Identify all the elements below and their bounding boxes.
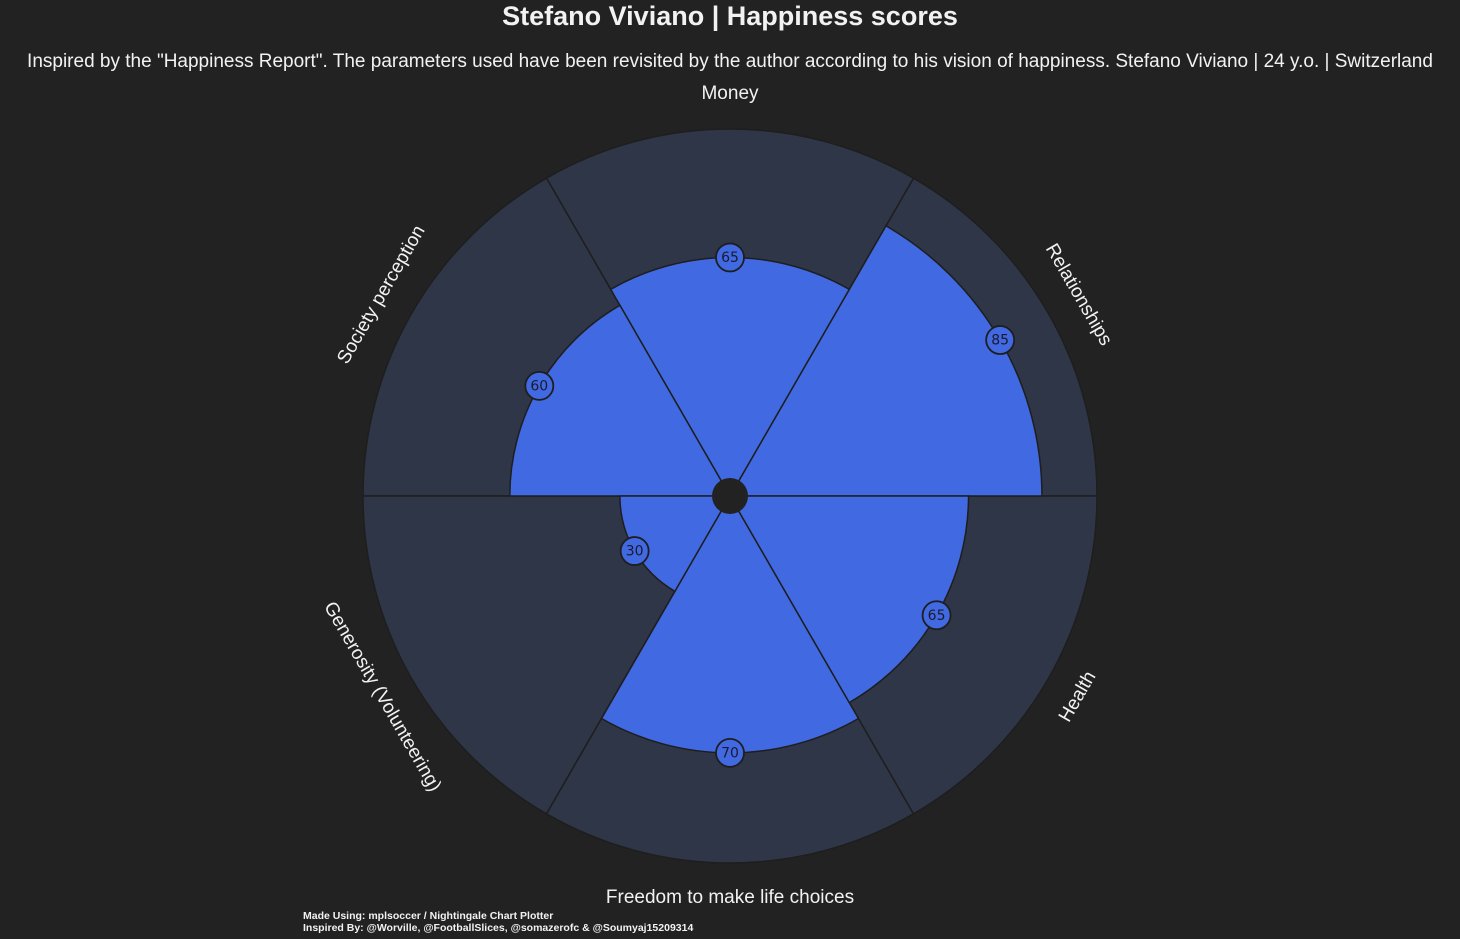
credit-made-using: Made Using: mplsoccer / Nightingale Char… [303, 910, 554, 922]
value-label-society-perception: 60 [530, 378, 548, 394]
credits: Made Using: mplsoccer / Nightingale Char… [303, 910, 693, 934]
chart-subtitle: Inspired by the "Happiness Report". The … [27, 51, 1433, 72]
value-badge-freedom-to-make-life-choices [715, 738, 745, 768]
credit-inspired-by: Inspired By: @Worville, @FootballSlices,… [303, 922, 694, 934]
value-badge-society-perception [524, 370, 555, 401]
value-badge-health [921, 600, 952, 631]
value-label-generosity-volunteering: 30 [626, 544, 644, 560]
category-label-freedom-to-make-life-choices: Freedom to make life choices [606, 887, 854, 908]
center-hole [712, 478, 748, 514]
value-label-freedom-to-make-life-choices: 70 [721, 745, 739, 761]
value-badge-relationships [985, 325, 1016, 355]
value-badge-generosity-volunteering [619, 536, 650, 566]
value-badge-money [715, 242, 745, 273]
chart-title: Stefano Viviano | Happiness scores [502, 1, 958, 31]
value-label-money: 65 [721, 250, 739, 266]
category-label-money: Money [701, 83, 759, 104]
slice-background-generosity-volunteering [362, 495, 732, 815]
category-label-health: Health [1055, 668, 1101, 726]
value-label-relationships: 85 [991, 333, 1009, 349]
value-label-health: 65 [928, 608, 946, 624]
